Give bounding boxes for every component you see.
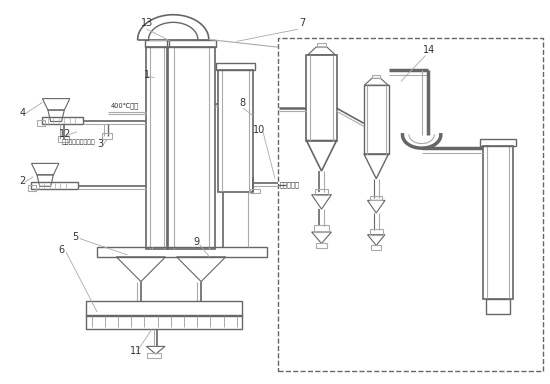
Bar — [97, 247, 267, 257]
Text: 12: 12 — [59, 129, 71, 139]
Bar — [306, 55, 337, 141]
Bar — [486, 299, 510, 314]
Bar — [480, 139, 516, 146]
Text: 3: 3 — [97, 139, 103, 149]
Text: 1: 1 — [144, 70, 150, 79]
Bar — [37, 120, 45, 126]
Text: 400℃蒸汽: 400℃蒸汽 — [111, 102, 139, 109]
Bar — [167, 40, 217, 47]
Bar — [364, 85, 388, 154]
Text: 8: 8 — [239, 98, 245, 108]
Text: 7: 7 — [300, 18, 306, 28]
Bar — [31, 182, 78, 189]
Bar — [168, 47, 215, 249]
Text: 2: 2 — [19, 176, 26, 186]
Bar — [28, 185, 36, 191]
Bar — [278, 38, 543, 371]
Bar — [86, 315, 242, 329]
Bar — [145, 40, 169, 47]
Bar — [216, 63, 255, 70]
Bar — [102, 133, 112, 139]
Bar — [315, 189, 328, 195]
Bar — [58, 136, 69, 142]
Text: 9: 9 — [193, 237, 199, 247]
Bar — [250, 189, 260, 193]
Bar — [42, 117, 84, 124]
Bar — [370, 228, 383, 235]
Text: 13: 13 — [141, 18, 153, 28]
Text: 5: 5 — [73, 232, 79, 242]
Bar — [371, 245, 381, 250]
Bar — [218, 70, 253, 192]
Bar — [147, 353, 161, 358]
Bar — [314, 225, 329, 232]
Bar — [317, 43, 326, 47]
Bar — [372, 74, 380, 78]
Bar — [483, 146, 513, 299]
Text: 4: 4 — [19, 108, 25, 118]
Text: 11: 11 — [130, 346, 142, 356]
Bar — [146, 47, 167, 249]
Text: 新风进气口: 新风进气口 — [279, 181, 299, 188]
Text: 6: 6 — [59, 245, 65, 255]
Text: 14: 14 — [423, 45, 435, 55]
Text: 10: 10 — [253, 125, 265, 135]
Text: 冷凝水（低温蒸汽）: 冷凝水（低温蒸汽） — [62, 140, 95, 146]
Bar — [370, 196, 382, 200]
Bar — [316, 243, 327, 248]
Bar — [86, 301, 242, 316]
